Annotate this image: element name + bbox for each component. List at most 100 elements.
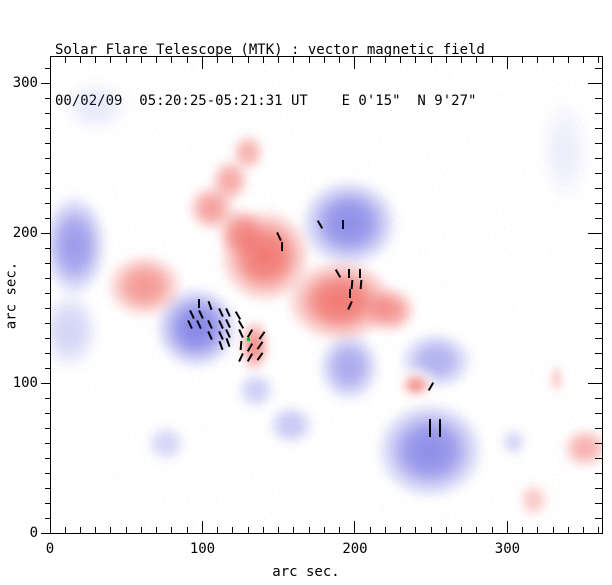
field-vector-mark [439, 419, 442, 428]
y-tick-right [595, 457, 602, 459]
magnetic-region-negative [298, 177, 400, 268]
magnetic-region-positive [400, 372, 432, 397]
x-tick-bottom [95, 527, 97, 533]
y-tick-right [595, 217, 602, 219]
x-tick-bottom [583, 527, 585, 533]
y-tick-label: 300 [12, 75, 38, 91]
y-tick-left [45, 292, 50, 294]
x-tick-top [156, 57, 158, 63]
y-tick-left [45, 442, 50, 444]
field-vector-mark [198, 299, 201, 308]
y-tick-left [45, 502, 50, 504]
x-tick-top [339, 57, 341, 63]
x-tick-bottom [506, 521, 508, 533]
x-tick-top [262, 57, 264, 63]
x-tick-bottom [491, 527, 493, 533]
field-vector-mark [428, 419, 431, 428]
x-tick-bottom [217, 527, 219, 533]
magnetic-region-negative [499, 426, 528, 457]
y-tick-left [45, 187, 50, 189]
y-tick-left [45, 277, 50, 279]
y-tick-right [595, 412, 602, 414]
y-tick-right [595, 307, 602, 309]
x-tick-bottom [232, 527, 234, 533]
x-tick-top [506, 57, 508, 69]
y-tick-left [45, 202, 50, 204]
magnetic-region-negative [374, 401, 485, 500]
y-tick-right [595, 157, 602, 159]
x-tick-bottom [125, 527, 127, 533]
magnetic-region-negative [144, 423, 188, 463]
x-tick-top [201, 57, 203, 69]
y-tick-left [45, 157, 50, 159]
y-tick-right [595, 472, 602, 474]
x-tick-bottom [293, 527, 295, 533]
y-tick-right [588, 232, 602, 234]
y-axis-title: arc sec. [3, 261, 20, 330]
x-tick-bottom [140, 527, 142, 533]
magnetic-region-positive [362, 285, 418, 334]
y-tick-right [595, 112, 602, 114]
x-tick-top [354, 57, 356, 69]
field-vector-mark [358, 269, 361, 278]
x-tick-label: 300 [494, 541, 521, 557]
y-tick-left [45, 307, 50, 309]
magnetic-region-positive [239, 318, 270, 373]
y-tick-right [595, 352, 602, 354]
y-tick-left [45, 172, 50, 174]
y-tick-left [45, 97, 50, 99]
x-tick-top [278, 57, 280, 63]
x-tick-top [110, 57, 112, 63]
field-vector-mark [439, 428, 442, 437]
y-tick-label: 0 [29, 525, 38, 541]
y-tick-right [588, 532, 602, 534]
x-tick-top [583, 57, 585, 63]
x-tick-top [293, 57, 295, 63]
x-tick-top [232, 57, 234, 63]
y-tick-left [45, 367, 50, 369]
x-tick-top [400, 57, 402, 63]
plot-frame [50, 56, 603, 534]
x-tick-top [430, 57, 432, 63]
magnetic-region-negative [266, 404, 316, 446]
y-tick-right [595, 142, 602, 144]
y-tick-right [595, 337, 602, 339]
x-tick-top [567, 57, 569, 63]
x-tick-bottom [476, 527, 478, 533]
field-vector-mark [347, 269, 350, 278]
field-vector-mark [349, 288, 352, 298]
x-tick-top [384, 57, 386, 63]
y-tick-right [588, 382, 602, 384]
x-tick-top [491, 57, 493, 63]
x-tick-bottom [262, 527, 264, 533]
x-tick-top [125, 57, 127, 63]
y-tick-right [588, 82, 602, 84]
x-tick-bottom [110, 527, 112, 533]
y-tick-left [45, 412, 50, 414]
y-tick-left [45, 262, 50, 264]
x-tick-bottom [522, 527, 524, 533]
y-tick-label: 200 [12, 225, 38, 241]
x-tick-bottom [430, 527, 432, 533]
y-tick-right [595, 442, 602, 444]
y-tick-left [45, 217, 50, 219]
x-tick-bottom [384, 527, 386, 533]
magnetic-region-negative [316, 330, 381, 403]
y-tick-right [595, 517, 602, 519]
plot-image-area [51, 57, 602, 533]
y-tick-left [45, 127, 50, 129]
field-vector-mark [280, 242, 283, 251]
y-tick-right [595, 427, 602, 429]
x-tick-bottom [186, 527, 188, 533]
x-tick-label: 0 [45, 541, 55, 557]
y-tick-right [595, 367, 602, 369]
y-tick-left [41, 382, 50, 384]
y-tick-left [45, 67, 50, 69]
y-tick-right [595, 67, 602, 69]
x-tick-top [308, 57, 310, 63]
x-tick-bottom [323, 527, 325, 533]
x-tick-top [186, 57, 188, 63]
y-tick-right [595, 127, 602, 129]
magnetic-region-positive [560, 426, 602, 469]
magnetic-region-negative [236, 371, 276, 410]
